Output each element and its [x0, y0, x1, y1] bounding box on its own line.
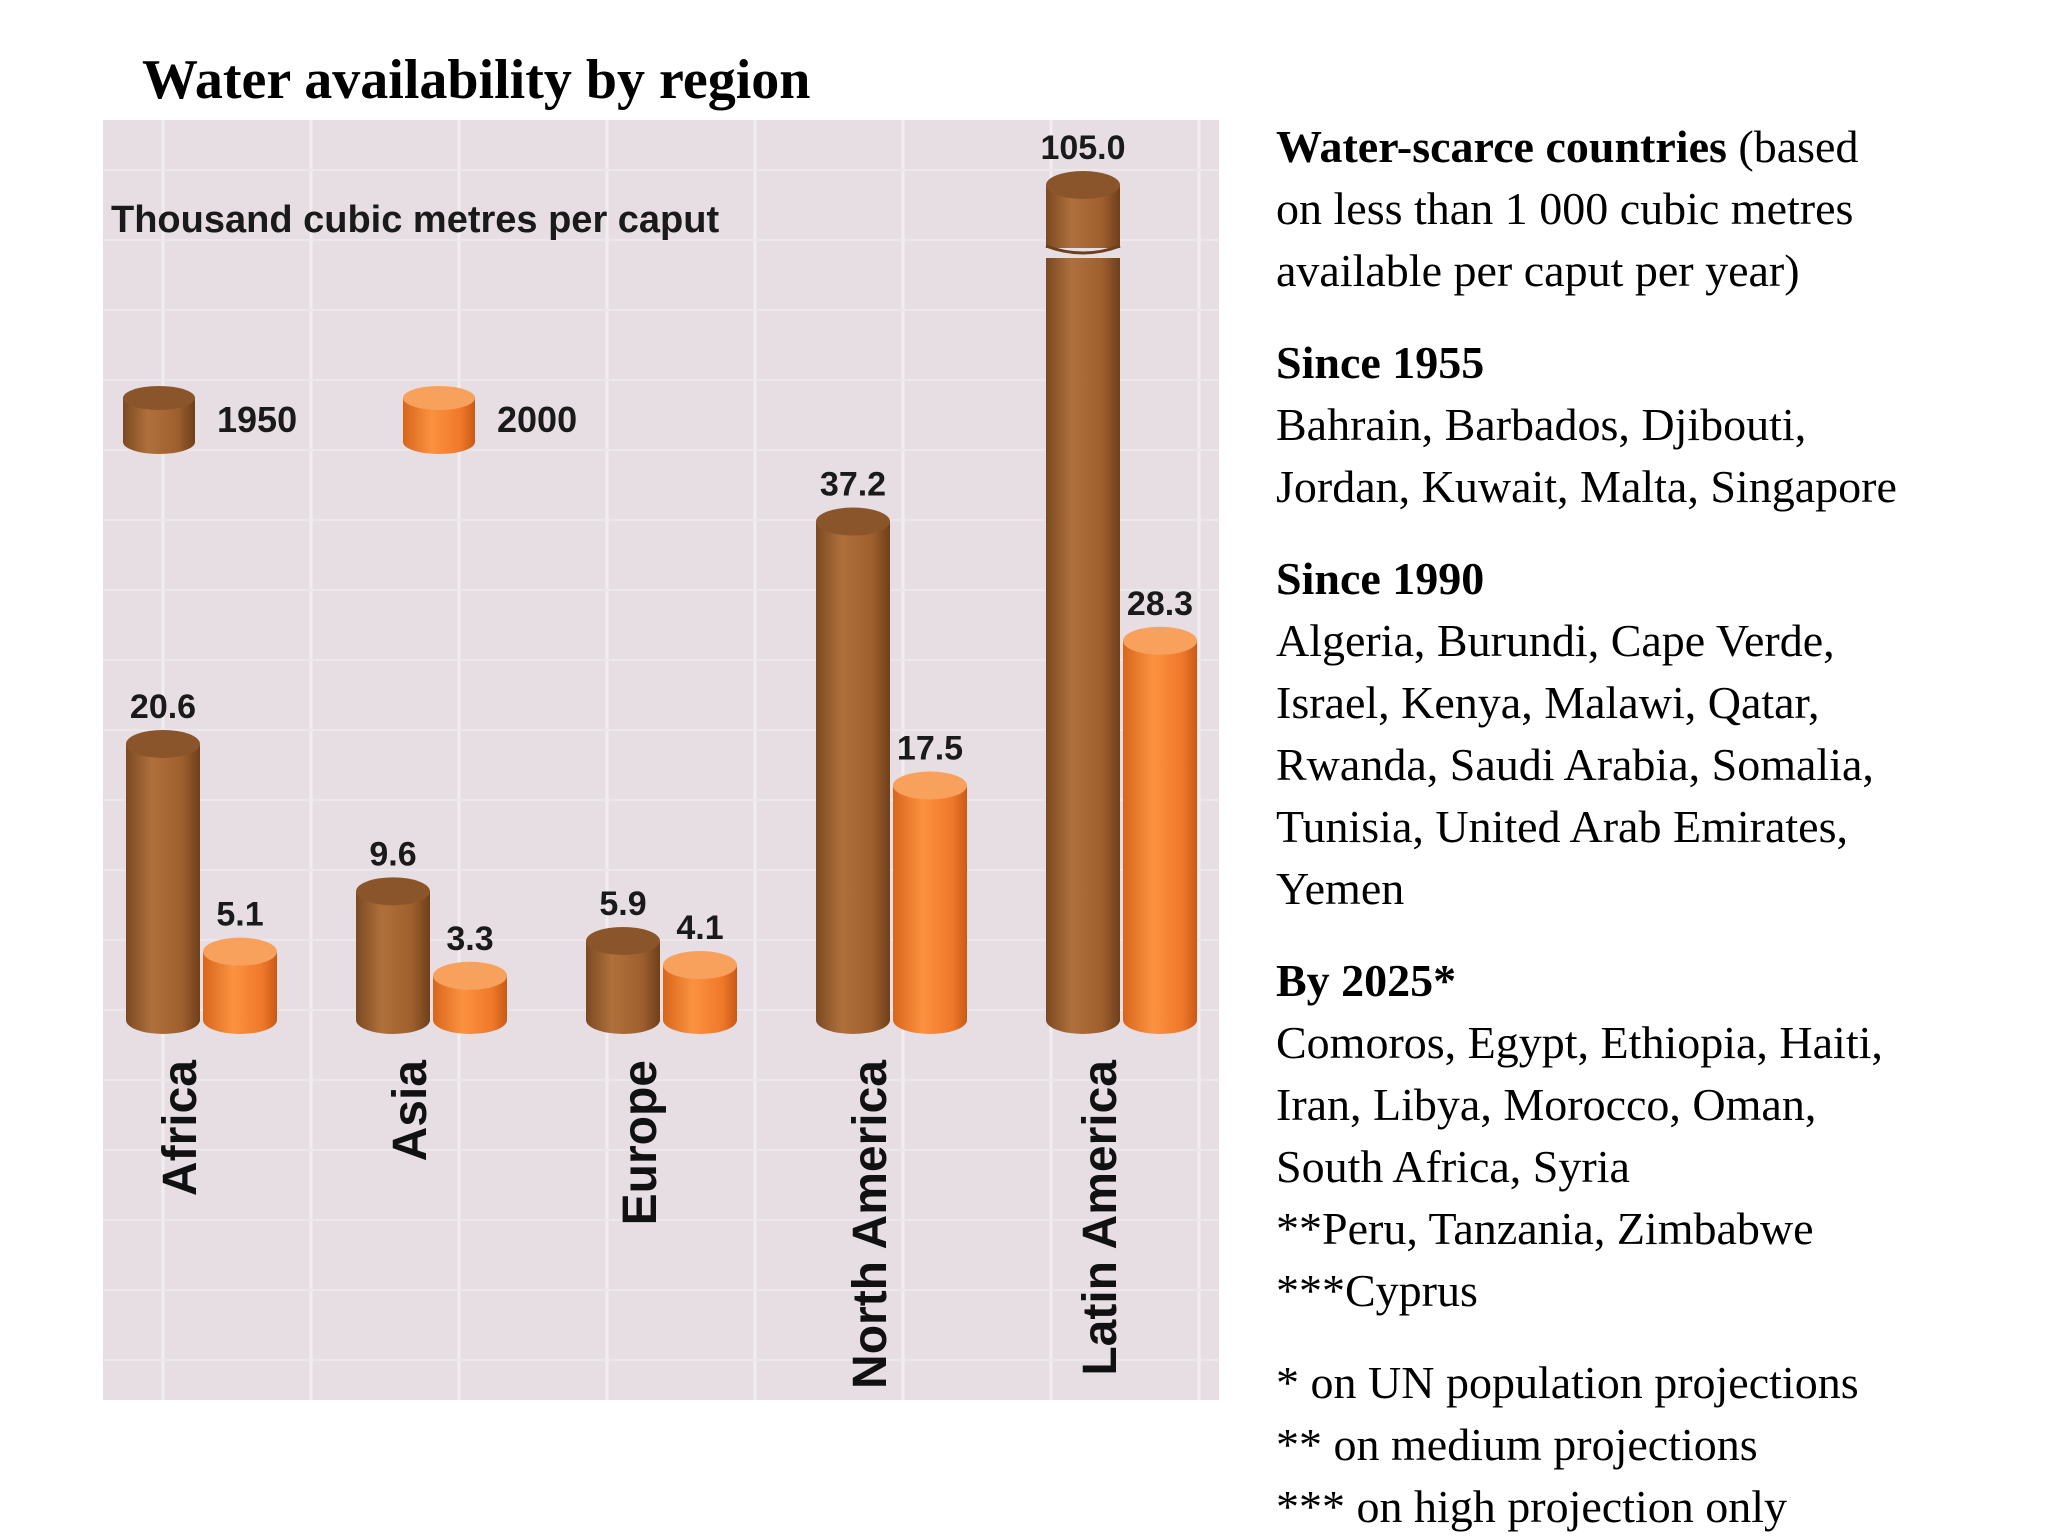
bar-europe-2000-top: [663, 951, 737, 980]
data-label-europe-1950: 5.9: [599, 885, 646, 923]
data-label-asia-1950: 9.6: [369, 835, 416, 873]
legend-item-2000: 2000: [403, 386, 577, 454]
legend-label-1950: 1950: [217, 399, 297, 440]
bars-layer: 20.6 5.1 Africa 9.6 3.3 Asia 5.9 4.1 Europe 37.2 1…: [126, 129, 1197, 1389]
panel-heading-rest: (based: [1726, 121, 1859, 172]
footnote-2: ** on medium projections: [1276, 1419, 1758, 1470]
page-title: Water availability by region: [142, 49, 811, 111]
category-label-latin-america: Latin America: [1074, 1060, 1127, 1376]
bar-europe-1950-base: [586, 1006, 660, 1034]
legend-swatch-top: [123, 386, 195, 410]
section-title-since-1955: Since 1955: [1276, 337, 1485, 388]
bar-asia-1950-body: [356, 891, 430, 1020]
legend-swatch-base: [123, 430, 195, 454]
bar-africa-1950-top: [126, 729, 200, 758]
section-2025-line5: ***Cyprus: [1276, 1265, 1478, 1316]
bar-north-america-1950-top: [816, 507, 890, 536]
section-1990-line5: Yemen: [1276, 863, 1405, 914]
panel-heading: Water-scarce countries (based: [1276, 116, 2036, 178]
bar-latin-america-1950-top: [1046, 171, 1120, 199]
bar-latin-america-2000-base: [1123, 1006, 1197, 1034]
bar-asia-2000-top: [433, 961, 507, 990]
bar-group-north-america: 37.2 17.5: [816, 466, 967, 1034]
bar-north-america-1950-base: [816, 1006, 890, 1034]
bar-asia-2000-base: [433, 1006, 507, 1034]
bar-north-america-2000-top: [893, 771, 967, 800]
bar-asia-1950-base: [356, 1006, 430, 1034]
footnote-1: * on UN population projections: [1276, 1357, 1859, 1408]
panel-heading-bold: Water-scarce countries: [1276, 121, 1727, 172]
bar-africa-2000-base: [203, 1006, 277, 1034]
chart-background: [103, 120, 1219, 1400]
section-2025-line1: Comoros, Egypt, Ethiopia, Haiti,: [1276, 1017, 1883, 1068]
legend-item-1950: 1950: [123, 386, 297, 454]
bar-latin-america-1950-body: [1046, 185, 1120, 1020]
section-2025-line3: South Africa, Syria: [1276, 1141, 1630, 1192]
bar-group-europe: 5.9 4.1: [586, 885, 737, 1034]
data-label-north-america-2000: 17.5: [897, 730, 963, 768]
panel-heading-line3: available per caput per year): [1276, 245, 1800, 296]
legend: 1950 2000: [123, 386, 577, 454]
data-label-africa-2000: 5.1: [216, 896, 263, 934]
section-1990-line3: Rwanda, Saudi Arabia, Somalia,: [1276, 739, 1874, 790]
section-1990-line4: Tunisia, United Arab Emirates,: [1276, 801, 1848, 852]
legend-swatch-top: [403, 386, 475, 410]
section-1955-line2: Jordan, Kuwait, Malta, Singapore: [1276, 461, 1897, 512]
category-label-africa: Africa: [154, 1060, 207, 1196]
bar-latin-america-1950-base: [1046, 1006, 1120, 1034]
data-label-latin-america-2000: 28.3: [1127, 585, 1193, 623]
category-label-asia: Asia: [384, 1060, 437, 1162]
chart-grid: [103, 120, 1219, 1400]
section-2025-line2: Iran, Libya, Morocco, Oman,: [1276, 1079, 1817, 1130]
bar-africa-1950-body: [126, 743, 200, 1020]
section-1990-line1: Algeria, Burundi, Cape Verde,: [1276, 615, 1835, 666]
bar-north-america-2000-body: [893, 785, 967, 1020]
bar-north-america-2000-base: [893, 1006, 967, 1034]
bar-africa-1950-base: [126, 1006, 200, 1034]
data-label-latin-america-1950: 105.0: [1040, 129, 1125, 167]
section-1990-line2: Israel, Kenya, Malawi, Qatar,: [1276, 677, 1820, 728]
bar-group-asia: 9.6 3.3: [356, 835, 507, 1034]
bar-africa-2000-top: [203, 937, 277, 966]
data-label-asia-2000: 3.3: [446, 920, 493, 958]
section-1955-line1: Bahrain, Barbados, Djibouti,: [1276, 399, 1807, 450]
bar-latin-america-2000-body: [1123, 640, 1197, 1020]
bar-europe-2000-base: [663, 1006, 737, 1034]
bar-europe-1950-top: [586, 926, 660, 955]
bar-north-america-1950-body: [816, 521, 890, 1020]
bar-group-africa: 20.6 5.1: [126, 688, 277, 1034]
legend-swatch-base: [403, 430, 475, 454]
bar-chart: Thousand cubic metres per caput 1950 2000…: [103, 120, 1219, 1400]
data-label-europe-2000: 4.1: [676, 909, 723, 947]
bar-asia-1950-top: [356, 877, 430, 906]
section-2025-line4: **Peru, Tanzania, Zimbabwe: [1276, 1203, 1814, 1254]
bar-group-latin-america: 105.0 28.3: [1040, 129, 1197, 1034]
data-label-africa-1950: 20.6: [130, 688, 196, 726]
panel-heading-line2: on less than 1 000 cubic metres: [1276, 183, 1854, 234]
bar-latin-america-1950-break-mark: [1045, 244, 1121, 255]
section-title-by-2025: By 2025*: [1276, 955, 1457, 1006]
data-label-north-america-1950: 37.2: [820, 466, 886, 504]
bar-latin-america-2000-top: [1123, 626, 1197, 655]
legend-label-2000: 2000: [497, 399, 577, 440]
footnote-3: *** on high projection only: [1276, 1481, 1788, 1532]
y-axis-label: Thousand cubic metres per caput: [111, 199, 719, 241]
water-scarce-panel: Water-scarce countries (based on less th…: [1276, 116, 2036, 1538]
section-title-since-1990: Since 1990: [1276, 553, 1485, 604]
category-label-north-america: North America: [844, 1060, 897, 1389]
category-label-europe: Europe: [614, 1060, 667, 1225]
